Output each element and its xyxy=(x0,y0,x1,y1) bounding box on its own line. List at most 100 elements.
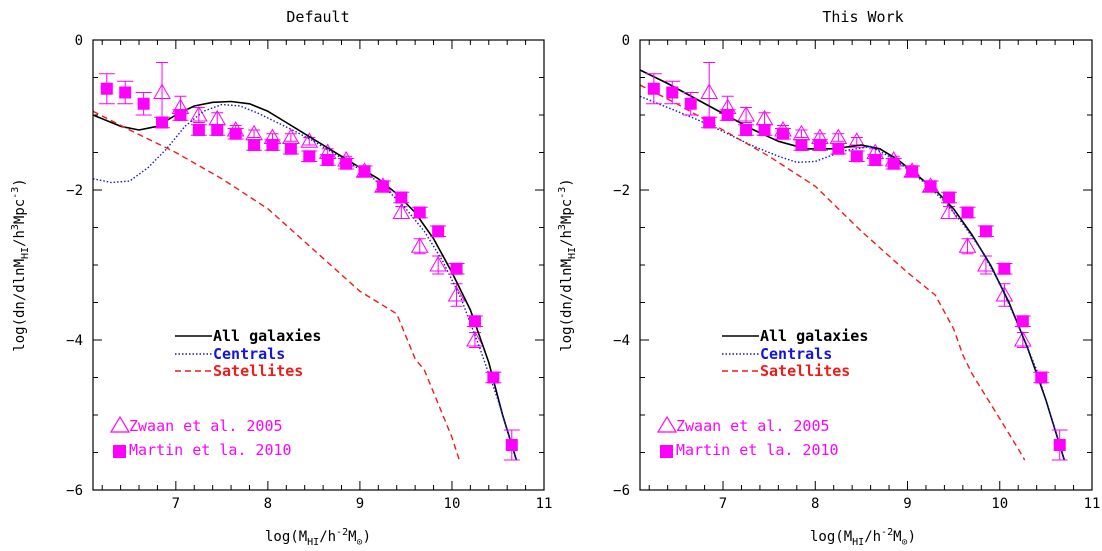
legend-centrals-label: Centrals xyxy=(760,345,832,363)
zwaan-point xyxy=(958,237,977,253)
x-axis-label: log(MHI/h-2M⊙) xyxy=(265,527,371,548)
martin-point xyxy=(869,154,882,166)
zwaan-point xyxy=(700,83,719,99)
y-tick-label: −2 xyxy=(613,183,630,199)
martin-point xyxy=(998,262,1011,275)
martin-point xyxy=(505,439,518,451)
martin-point xyxy=(943,191,956,204)
zwaan-point xyxy=(153,83,171,99)
legend-all-label: All galaxies xyxy=(213,327,321,345)
martin-point xyxy=(684,97,697,110)
y-tick-label: 0 xyxy=(622,33,630,49)
x-tick-label: 11 xyxy=(1084,496,1101,512)
legend-all-label: All galaxies xyxy=(760,327,868,345)
x-tick-label: 7 xyxy=(172,496,180,512)
legend-observations: Zwaan et al. 2005 Martin et la. 2010 xyxy=(656,415,839,459)
zwaan-point xyxy=(410,237,429,253)
x-tick-label: 9 xyxy=(356,496,364,512)
martin-point xyxy=(906,165,919,178)
y-tick-label: −2 xyxy=(66,183,83,199)
y-axis-label: log(dn/dlnMHI/h3Mpc-3) xyxy=(10,178,31,351)
martin-point xyxy=(979,225,992,238)
martin-point xyxy=(1035,371,1048,384)
martin-point xyxy=(395,191,408,204)
x-tick-label: 9 xyxy=(903,496,911,512)
martin-point xyxy=(776,127,789,140)
x-axis-label: log(MHI/h-2M⊙) xyxy=(810,527,916,548)
panel-title: This Work xyxy=(822,8,903,26)
martin-point xyxy=(284,142,297,155)
martin-point xyxy=(266,139,279,151)
zwaan-point xyxy=(392,203,411,219)
series-all-galaxies xyxy=(92,100,518,461)
martin-point xyxy=(666,86,679,99)
panel-title: Default xyxy=(286,8,349,26)
zwaan-point xyxy=(189,105,208,122)
martin-point xyxy=(813,139,826,151)
martin-point xyxy=(211,124,224,136)
y-axis-label: log(dn/dlnMHI/h3Mpc-3) xyxy=(557,178,578,351)
martin-point xyxy=(376,180,389,193)
martin-point xyxy=(321,154,334,166)
legend-triangle-marker xyxy=(656,415,678,433)
martin-point xyxy=(358,165,371,178)
martin-point xyxy=(192,124,205,136)
zwaan-point xyxy=(429,255,448,272)
legend-zwaan-label: Zwaan et al. 2005 xyxy=(676,417,830,435)
martin-point xyxy=(924,180,937,193)
martin-point xyxy=(137,97,150,110)
legend-zwaan-label: Zwaan et al. 2005 xyxy=(129,417,283,435)
zwaan-point xyxy=(995,285,1014,302)
martin-point xyxy=(721,109,734,121)
zwaan-point xyxy=(466,330,484,347)
legend-models: All galaxies Centrals Satellites xyxy=(722,327,868,380)
x-tick-label: 10 xyxy=(444,496,461,512)
panel-default: Default 7 8 9 10 11 0 −2 −4 −6 log(MHI/h-2M⊙) lo… xyxy=(10,8,552,548)
martin-point xyxy=(468,315,481,328)
legend-centrals-label: Centrals xyxy=(213,345,285,363)
x-tick-label: 8 xyxy=(264,496,272,512)
martin-point xyxy=(850,150,863,163)
legend-square-marker xyxy=(113,445,126,458)
y-tick-label: −6 xyxy=(66,483,83,499)
zwaan-point xyxy=(737,105,755,122)
martin-point xyxy=(647,82,660,95)
martin-point xyxy=(795,139,808,151)
series-centrals xyxy=(92,103,518,461)
martin-point xyxy=(156,116,169,129)
martin-point xyxy=(248,139,261,151)
zwaan-point xyxy=(940,203,958,219)
series-centrals xyxy=(639,95,1065,461)
martin-point xyxy=(303,150,316,163)
martin-point xyxy=(174,109,187,121)
legend-martin-label: Martin et la. 2010 xyxy=(676,441,839,459)
martin-point xyxy=(1053,439,1066,451)
y-tick-label: 0 xyxy=(75,33,83,49)
y-tick-label: −6 xyxy=(613,483,630,499)
martin-point xyxy=(487,371,500,384)
x-tick-label: 8 xyxy=(811,496,819,512)
martin-point xyxy=(887,157,900,170)
x-tick-label: 7 xyxy=(719,496,727,512)
zwaan-point xyxy=(847,132,866,148)
martin-point xyxy=(119,86,132,99)
y-tick-label: −4 xyxy=(613,333,630,349)
legend-satellites-label: Satellites xyxy=(213,362,303,380)
martin-point xyxy=(961,206,974,219)
legend-martin-label: Martin et la. 2010 xyxy=(129,441,292,459)
x-tick-label: 11 xyxy=(536,496,553,512)
martin-point xyxy=(1016,315,1029,328)
martin-point xyxy=(340,157,353,170)
martin-point xyxy=(740,124,753,136)
legend-square-marker xyxy=(660,445,673,458)
zwaan-point xyxy=(300,132,319,148)
series-satellites xyxy=(639,84,1026,461)
x-tick-label: 10 xyxy=(991,496,1008,512)
zwaan-point xyxy=(1013,330,1032,347)
martin-point xyxy=(450,262,463,275)
martin-point xyxy=(432,225,445,238)
martin-point xyxy=(100,82,113,95)
martin-point xyxy=(758,124,771,136)
legend-satellites-label: Satellites xyxy=(760,362,850,380)
